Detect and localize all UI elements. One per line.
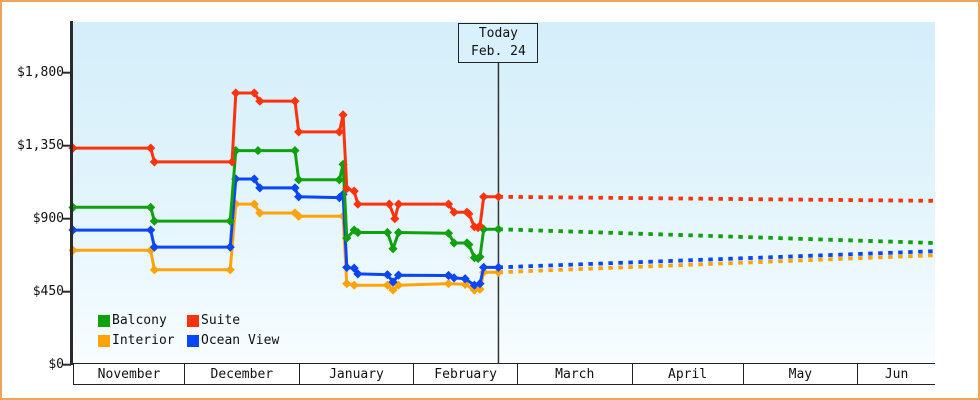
month-label: December: [210, 366, 274, 382]
x-axis-month-row: November December January February March Apri…: [73, 363, 935, 385]
month-cell-february: February: [413, 364, 517, 384]
month-cell-april: April: [631, 364, 743, 384]
month-label: May: [788, 366, 813, 382]
series-forecast-suite: [498, 194, 936, 203]
legend-color-swatch: [98, 334, 110, 347]
month-cell-march: March: [516, 364, 632, 384]
today-label: Today: [478, 26, 518, 41]
month-cell-january: January: [298, 364, 414, 384]
series-forecast-interior: [498, 253, 936, 275]
y-axis-label: $1,800: [17, 64, 64, 80]
series-forecast-balcony: [498, 227, 936, 245]
month-label: November: [97, 366, 161, 382]
plot-background: [73, 22, 935, 363]
month-label: Jun: [884, 366, 909, 382]
legend-color-swatch: [187, 314, 199, 327]
month-cell-november: November: [73, 364, 184, 384]
y-axis-label: $450: [32, 283, 64, 299]
month-label: January: [329, 366, 384, 382]
month-cell-december: December: [183, 364, 299, 384]
legend: Balcony Suite Interior Ocean View: [98, 313, 279, 348]
month-label: February: [434, 366, 497, 382]
today-date: Feb. 24: [471, 44, 526, 59]
legend-item-balcony: Balcony: [98, 313, 187, 328]
series-markers-interior: [68, 199, 504, 295]
today-annotation-box: Today Feb. 24: [458, 23, 539, 63]
month-label: April: [668, 366, 708, 382]
series-markers-ocean-view: [68, 174, 504, 290]
series-markers-balcony: [68, 145, 504, 264]
series-forecast-ocean-view: [498, 249, 936, 270]
y-axis-label: $1,350: [17, 137, 64, 153]
month-cell-jun: Jun: [857, 364, 935, 384]
legend-item-interior: Interior: [98, 333, 187, 348]
legend-label: Balcony: [112, 313, 167, 328]
legend-color-swatch: [187, 334, 199, 347]
legend-color-swatch: [98, 314, 110, 327]
month-label: March: [555, 366, 595, 382]
y-axis-label: $0: [48, 356, 64, 372]
legend-item-suite: Suite: [187, 313, 279, 328]
month-cell-may: May: [742, 364, 858, 384]
y-axis-label: $900: [32, 210, 64, 226]
legend-label: Ocean View: [201, 333, 280, 348]
legend-label: Interior: [112, 333, 175, 348]
legend-label: Suite: [201, 313, 241, 328]
legend-item-ocean-view: Ocean View: [187, 333, 279, 348]
